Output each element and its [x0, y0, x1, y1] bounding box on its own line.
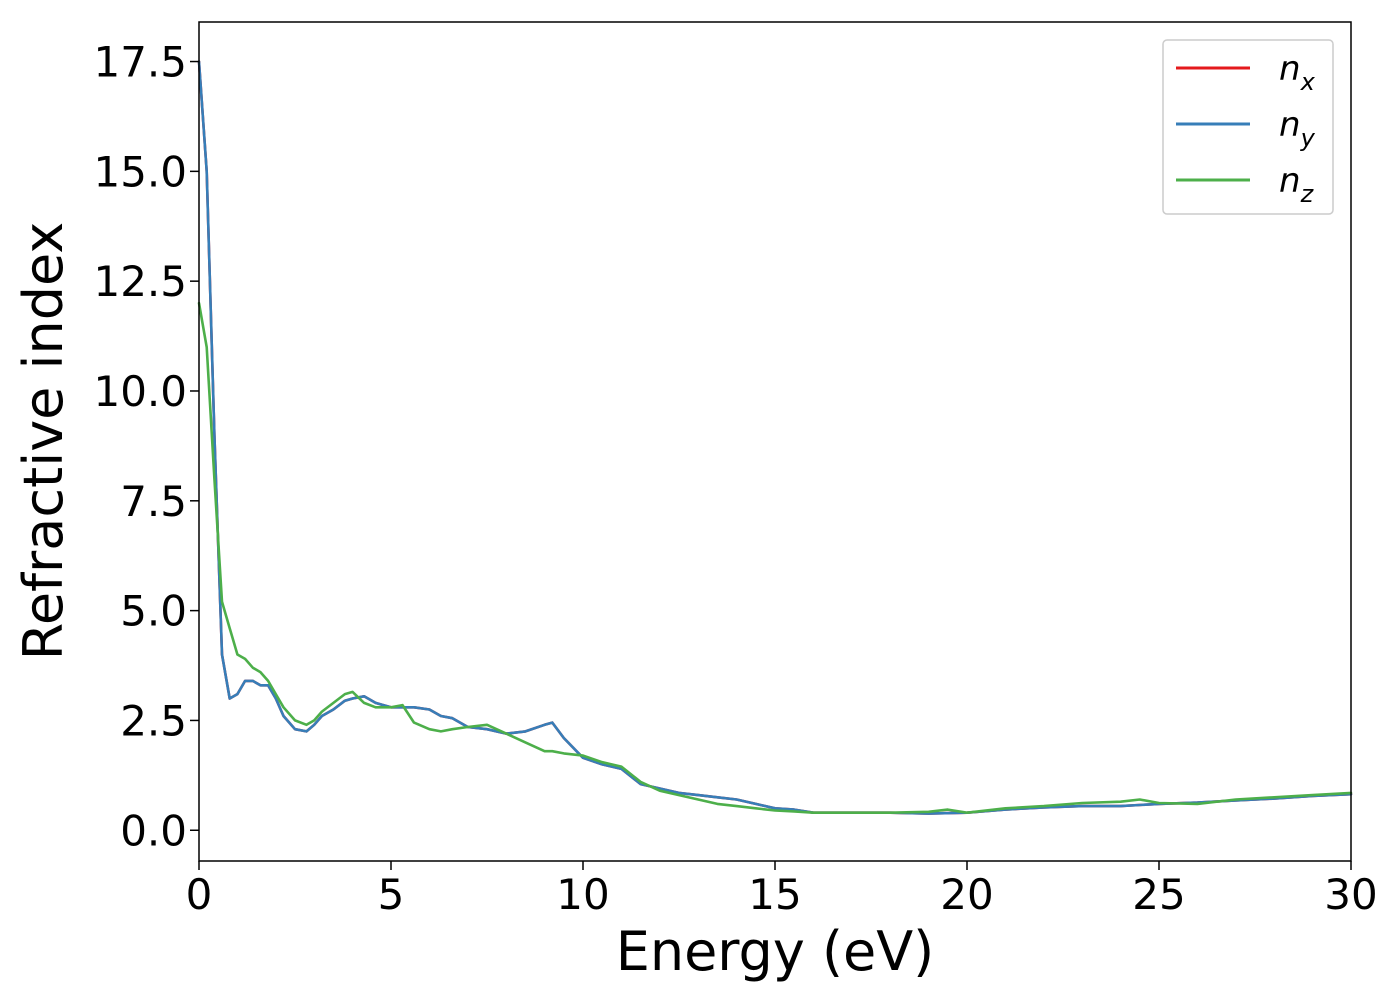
y-tick-label: 0.0: [120, 806, 187, 855]
y-tick-label: 15.0: [93, 147, 187, 196]
x-axis: 0 5 10 15 20 25 30: [186, 861, 1378, 919]
plot-background: [199, 22, 1351, 861]
legend-box: [1162, 39, 1334, 215]
y-tick-label: 17.5: [93, 38, 187, 87]
y-tick-label: 7.5: [120, 477, 187, 526]
y-tick-label: 2.5: [120, 696, 187, 745]
x-tick-label: 10: [556, 870, 609, 919]
x-tick-label: 5: [378, 870, 405, 919]
y-tick-label: 5.0: [120, 587, 187, 636]
x-tick-label: 25: [1132, 870, 1185, 919]
x-tick-label: 0: [186, 870, 213, 919]
x-tick-label: 15: [748, 870, 801, 919]
x-tick-label: 20: [940, 870, 993, 919]
series-line-nz: [197, 301, 1353, 814]
y-tick-label: 12.5: [93, 257, 187, 306]
y-axis: 0.0 2.5 5.0 7.5 10.0 12.5 15.0 17.5: [93, 38, 199, 855]
y-axis-label: Refractive index: [12, 222, 75, 661]
y-tick-label: 10.0: [93, 367, 187, 416]
series-layer: [197, 60, 1353, 815]
x-axis-label: Energy (eV): [616, 920, 935, 983]
x-tick-label: 30: [1324, 870, 1377, 919]
legend-label-ny: ny: [1279, 105, 1316, 152]
